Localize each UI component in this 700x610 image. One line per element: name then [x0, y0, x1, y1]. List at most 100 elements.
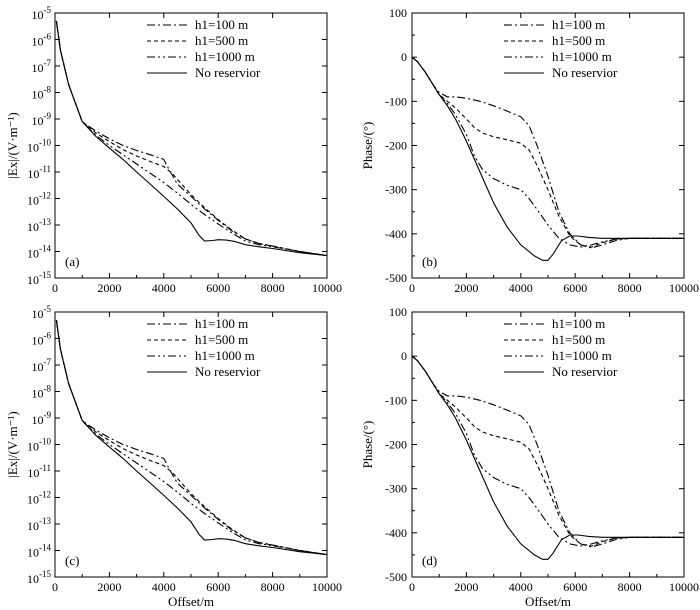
- panel-d: 0 2000 4000 6000 8000 10000 100 0 -100 -200 -300 -4…: [360, 305, 699, 609]
- x-tick-label: 8000: [261, 580, 285, 594]
- series-line-4: [412, 355, 684, 560]
- y-tick-exponent: -8: [44, 384, 52, 394]
- x-tick-label: 8000: [261, 281, 285, 295]
- y-tick-label: -400: [385, 526, 407, 540]
- y-tick-label: -100: [385, 393, 407, 407]
- y-tick-exponent: -9: [44, 410, 52, 420]
- x-tick-label: 10000: [312, 580, 342, 594]
- y-tick-base: 10: [27, 440, 39, 454]
- panel-label: (a): [65, 254, 79, 269]
- y-tick-base: 10: [32, 8, 44, 22]
- y-tick-base: 10: [32, 35, 44, 49]
- legend: h1=100 mh1=500 mh1=1000 mNo reservior: [147, 316, 261, 379]
- series-line-2: [412, 56, 684, 248]
- legend: h1=100 mh1=500 mh1=1000 mNo reservior: [147, 17, 261, 80]
- y-tick-base: 10: [32, 88, 44, 102]
- y-tick-base: 10: [27, 247, 39, 261]
- x-tick-label: 0: [409, 580, 415, 594]
- y-tick-label: 100: [389, 6, 407, 20]
- legend-label: No reservior: [552, 65, 618, 80]
- legend-label: h1=100 m: [552, 17, 605, 32]
- series-line-2: [55, 20, 327, 257]
- y-tick-label: 10-7: [32, 58, 52, 75]
- series-line-3: [55, 319, 327, 556]
- legend-label: h1=1000 m: [195, 49, 255, 64]
- y-tick-exponent: -13: [39, 516, 51, 526]
- y-tick-base: 10: [32, 114, 44, 128]
- y-axis-label: Phase/(°): [360, 421, 375, 469]
- y-tick-label: 10-15: [27, 270, 51, 287]
- y-tick-exponent: -15: [39, 569, 51, 579]
- y-tick-label: -100: [385, 94, 407, 108]
- series-line-4: [55, 20, 327, 257]
- legend-label: h1=1000 m: [552, 49, 612, 64]
- legend-label: h1=500 m: [195, 33, 248, 48]
- y-tick-base: 10: [27, 194, 39, 208]
- x-tick-label: 4000: [509, 281, 533, 295]
- legend: h1=100 mh1=500 mh1=1000 mNo reservior: [504, 316, 618, 379]
- y-tick-label: 10-15: [27, 569, 51, 586]
- y-tick-base: 10: [27, 466, 39, 480]
- y-tick-exponent: -15: [39, 270, 51, 280]
- y-tick-label: -300: [385, 183, 407, 197]
- legend-label: No reservior: [552, 364, 618, 379]
- legend-label: h1=1000 m: [195, 348, 255, 363]
- y-tick-exponent: -8: [44, 85, 52, 95]
- y-tick-base: 10: [27, 572, 39, 586]
- y-tick-label: -400: [385, 227, 407, 241]
- y-tick-exponent: -12: [39, 191, 51, 201]
- series-line-3: [412, 56, 684, 248]
- y-tick-label: 10-12: [27, 490, 51, 507]
- y-tick-label: 10-5: [32, 5, 52, 22]
- series-line-2: [412, 355, 684, 547]
- x-tick-label: 0: [52, 281, 58, 295]
- y-tick-label: 0: [401, 349, 407, 363]
- y-tick-base: 10: [32, 413, 44, 427]
- y-tick-base: 10: [27, 141, 39, 155]
- series-line-3: [412, 355, 684, 547]
- y-axis-label: Phase/(°): [360, 122, 375, 170]
- panel-label: (b): [422, 254, 437, 269]
- y-tick-base: 10: [32, 387, 44, 401]
- y-tick-label: -500: [385, 570, 407, 584]
- y-tick-label: -200: [385, 438, 407, 452]
- x-tick-label: 2000: [454, 580, 478, 594]
- y-tick-label: -200: [385, 139, 407, 153]
- x-tick-label: 4000: [152, 281, 176, 295]
- legend-label: h1=500 m: [552, 332, 605, 347]
- x-axis-label: Offset/m: [525, 594, 571, 609]
- y-axis-label: |Ex|/(V·m⁻¹): [5, 112, 20, 179]
- y-tick-exponent: -10: [39, 138, 51, 148]
- panel-c: 0 2000 4000 6000 8000 1000010-510-610-710-810…: [5, 304, 342, 609]
- y-tick-label: 10-11: [27, 463, 51, 480]
- y-tick-label: 10-13: [27, 516, 51, 533]
- legend-label: h1=500 m: [195, 332, 248, 347]
- y-tick-exponent: -14: [39, 244, 51, 254]
- x-tick-label: 8000: [618, 281, 642, 295]
- y-tick-exponent: -10: [39, 437, 51, 447]
- y-tick-exponent: -11: [39, 164, 51, 174]
- y-tick-base: 10: [27, 273, 39, 287]
- panel-b: 0 2000 4000 6000 8000 10000 100 0 -100 -200 -300 -4…: [360, 6, 699, 295]
- y-tick-exponent: -7: [44, 357, 52, 367]
- series-line-4: [412, 56, 684, 261]
- y-tick-label: 10-13: [27, 217, 51, 234]
- y-tick-base: 10: [32, 334, 44, 348]
- x-tick-label: 4000: [509, 580, 533, 594]
- y-tick-label: 10-9: [32, 111, 52, 128]
- y-tick-label: 10-12: [27, 191, 51, 208]
- series-line-1: [412, 56, 684, 249]
- y-tick-label: -300: [385, 482, 407, 496]
- y-tick-label: 10-8: [32, 384, 52, 401]
- x-tick-label: 2000: [97, 580, 121, 594]
- y-tick-base: 10: [27, 546, 39, 560]
- y-tick-exponent: -14: [39, 543, 51, 553]
- legend-label: h1=100 m: [552, 316, 605, 331]
- y-tick-exponent: -6: [44, 331, 52, 341]
- series-line-3: [55, 20, 327, 257]
- y-tick-exponent: -5: [44, 5, 52, 15]
- x-tick-label: 6000: [206, 281, 230, 295]
- x-tick-label: 10000: [669, 580, 699, 594]
- legend-label: No reservior: [195, 364, 261, 379]
- y-tick-label: 10-10: [27, 437, 51, 454]
